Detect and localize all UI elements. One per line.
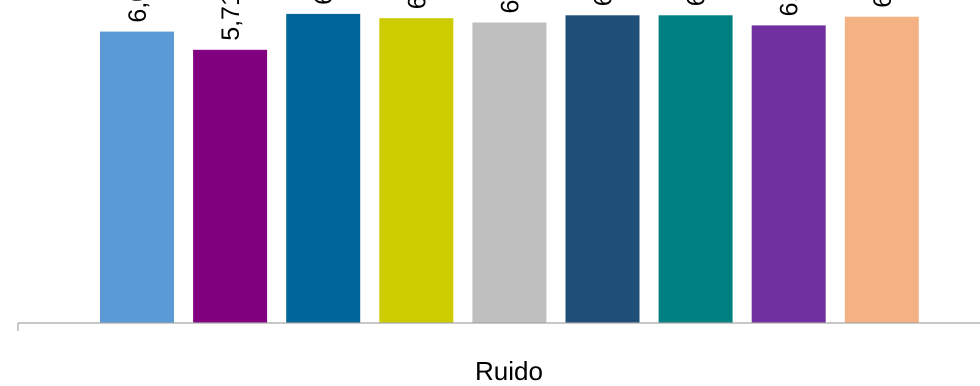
bar-8 xyxy=(751,25,826,324)
bar-5 xyxy=(472,22,547,323)
bar-1 xyxy=(100,31,174,323)
data-label-8: 6,22 xyxy=(776,0,804,16)
bar-9 xyxy=(844,16,919,323)
data-label-9: 6,40 xyxy=(869,0,897,8)
data-label-2: 5,71 xyxy=(217,0,245,41)
bar-3 xyxy=(286,13,361,324)
bar-7 xyxy=(658,15,733,324)
bars-group xyxy=(100,13,919,324)
bar-6 xyxy=(565,15,640,324)
data-label-5: 6,28 xyxy=(496,0,524,14)
bar-4 xyxy=(379,18,454,323)
data-label-1: 6,09 xyxy=(124,0,152,23)
data-labels-group: 6,09 5,71 6,46 6,37 6,28 6,43 6,43 6,22 6,40 xyxy=(124,0,897,41)
bar-2 xyxy=(193,49,268,324)
data-label-6: 6,43 xyxy=(590,0,618,6)
data-label-7: 6,43 xyxy=(683,0,711,6)
data-label-4: 6,37 xyxy=(403,0,431,9)
x-axis-category-label: Ruido xyxy=(475,356,543,386)
data-label-3: 6,46 xyxy=(310,0,338,5)
